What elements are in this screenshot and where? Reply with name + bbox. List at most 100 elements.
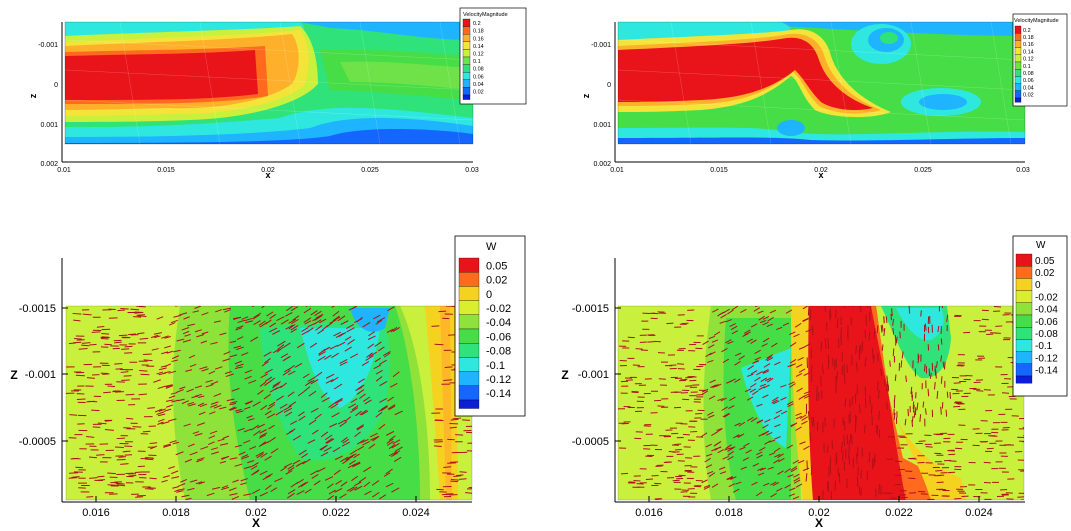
velocity-arrow: [893, 412, 896, 420]
x-tick: 0.025: [361, 167, 379, 174]
velocity-arrow: [919, 414, 922, 422]
velocity-arrow: [235, 327, 243, 331]
velocity-arrow: [296, 342, 305, 349]
w-vector-plot-left: -0.0015 -0.001 -0.0005 Z 0.016 0.018 0.0…: [10, 235, 526, 530]
velocity-arrow: [377, 346, 385, 352]
velocity-arrow: [707, 411, 714, 416]
velocity-arrow: [261, 361, 269, 367]
velocity-arrow: [283, 462, 292, 468]
velocity-arrow: [757, 467, 764, 472]
velocity-arrow: [150, 306, 152, 307]
velocity-arrow: [200, 340, 208, 344]
velocity-arrow: [287, 391, 295, 397]
velocity-arrow: [164, 345, 172, 349]
legend-swatch: [1014, 90, 1022, 99]
velocity-arrow: [185, 497, 192, 500]
velocity-arrow: [387, 396, 395, 402]
velocity-arrow: [893, 395, 896, 402]
velocity-arrow: [764, 440, 771, 445]
velocity-arrow: [72, 312, 82, 315]
velocity-arrow: [107, 472, 116, 475]
velocity-arrow: [320, 392, 328, 398]
velocity-plot-left: 0.01 0.015 0.02 0.025 0.03 x -0.001 0 0.…: [28, 7, 527, 180]
velocity-arrow: [102, 373, 110, 375]
velocity-arrow: [274, 292, 280, 295]
velocity-arrow: [809, 431, 812, 443]
velocity-arrow: [339, 358, 348, 364]
velocity-arrow: [784, 468, 791, 474]
velocity-arrow: [453, 475, 462, 477]
velocity-arrow: [275, 410, 284, 416]
legend-velocity: VelocityMagnitude 0.20.180.160.14 0.120.1…: [1012, 13, 1068, 107]
velocity-arrow: [312, 316, 320, 322]
x-tick: 0.02: [814, 167, 828, 174]
velocity-arrow: [339, 361, 348, 366]
velocity-arrow: [744, 388, 752, 393]
velocity-arrow: [197, 395, 205, 398]
velocity-arrow: [335, 480, 343, 485]
x-tick: 0.016: [635, 507, 663, 519]
velocity-arrow: [182, 300, 188, 303]
velocity-arrow: [721, 406, 728, 411]
legend-swatch: [1015, 302, 1033, 316]
velocity-arrow: [730, 476, 737, 481]
velocity-arrow: [886, 401, 888, 410]
velocity-arrow: [459, 471, 467, 473]
velocity-arrow: [753, 307, 761, 312]
velocity-arrow: [229, 407, 237, 411]
velocity-arrow: [380, 406, 388, 412]
velocity-arrow: [323, 446, 332, 452]
velocity-arrow: [171, 476, 180, 479]
velocity-arrow: [378, 494, 387, 500]
velocity-arrow: [719, 320, 726, 324]
velocity-arrow: [824, 338, 827, 349]
velocity-arrow: [317, 329, 324, 335]
legend-swatch: [458, 343, 480, 358]
velocity-arrow: [386, 282, 392, 285]
velocity-arrow: [443, 379, 453, 381]
y-tick: 0.001: [40, 122, 58, 129]
velocity-arrow: [363, 396, 371, 402]
legend-level: 0.02: [486, 275, 507, 287]
legend-swatch: [1014, 76, 1022, 84]
velocity-arrow: [807, 306, 810, 316]
velocity-arrow: [789, 359, 797, 364]
legend-level: -0.04: [486, 317, 511, 329]
y-tick: 0.002: [40, 161, 58, 168]
velocity-arrow: [198, 481, 205, 485]
legend-level: 0.14: [473, 44, 484, 50]
velocity-arrow: [252, 314, 260, 320]
velocity-arrow: [780, 410, 788, 415]
velocity-arrow: [298, 449, 307, 456]
velocity-arrow: [799, 441, 806, 445]
velocity-arrow: [280, 382, 287, 389]
velocity-arrow: [362, 284, 368, 287]
velocity-arrow: [261, 306, 266, 309]
velocity-arrow: [280, 466, 287, 472]
legend-level: 0.12: [473, 51, 484, 57]
velocity-arrow: [306, 289, 312, 292]
velocity-arrow: [356, 424, 364, 430]
velocity-arrow: [156, 411, 165, 415]
velocity-arrow: [711, 339, 719, 343]
velocity-arrow: [756, 371, 763, 376]
velocity-arrow: [358, 393, 366, 400]
velocity-arrow: [287, 467, 295, 472]
velocity-arrow: [728, 483, 736, 488]
velocity-arrow: [164, 336, 171, 339]
velocity-arrow: [290, 325, 299, 331]
velocity-arrow: [291, 318, 299, 325]
velocity-arrow: [848, 447, 850, 459]
velocity-arrow: [802, 467, 810, 472]
legend-swatch: [458, 257, 480, 273]
velocity-arrow: [762, 315, 770, 320]
velocity-arrow: [285, 312, 293, 317]
legend-level: -0.02: [486, 303, 511, 315]
velocity-arrow: [199, 403, 208, 408]
velocity-arrow: [234, 463, 243, 467]
velocity-arrow: [899, 331, 901, 339]
legend-title: W: [1036, 240, 1046, 251]
velocity-arrow: [172, 355, 179, 360]
velocity-arrow: [789, 487, 796, 491]
velocity-arrow: [243, 493, 252, 496]
